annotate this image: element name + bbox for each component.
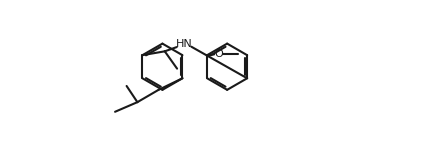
Text: HN: HN [176, 39, 193, 49]
Text: O: O [214, 49, 223, 59]
